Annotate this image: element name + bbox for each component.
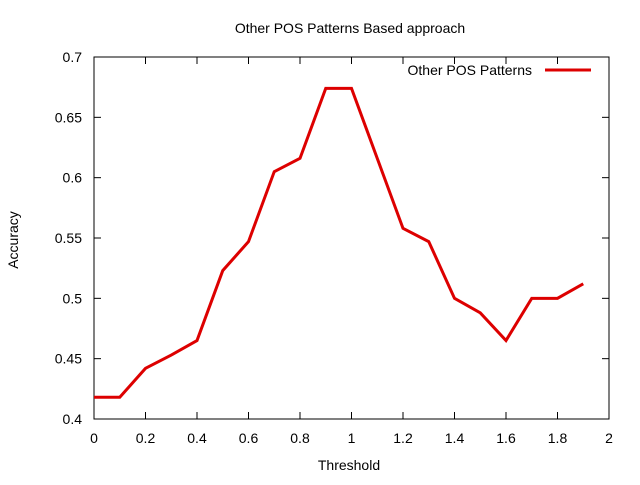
x-tick-label: 1.2 [393,430,413,446]
y-axis-label: Accuracy [5,211,21,269]
y-tick-label: 0.5 [63,290,83,306]
y-axis-ticks: 0.4 0.45 0.5 0.55 0.6 0.65 0.7 [55,49,609,427]
series-group [94,86,584,399]
series-line [94,86,584,399]
y-tick-label: 0.6 [63,170,83,186]
y-tick-label: 0.7 [63,49,83,65]
x-tick-label: 0 [90,430,98,446]
x-tick-label: 0.8 [290,430,310,446]
legend-label: Other POS Patterns [408,62,533,78]
x-axis-ticks: 0 0.2 0.4 0.6 0.8 1 1.2 1.4 1.6 1.8 2 [90,57,613,446]
plot-frame [93,56,610,420]
x-tick-label: 0.2 [136,430,156,446]
y-tick-label: 0.4 [63,411,83,427]
x-tick-label: 0.4 [187,430,207,446]
x-tick-label: 1 [348,430,356,446]
x-tick-label: 1.4 [445,430,465,446]
y-tick-label: 0.65 [55,109,82,125]
x-tick-label: 1.6 [496,430,516,446]
y-tick-label: 0.55 [55,230,82,246]
y-tick-label: 0.45 [55,351,82,367]
chart-title: Other POS Patterns Based approach [235,20,465,36]
x-axis-label: Threshold [318,457,380,473]
legend: Other POS Patterns [408,62,591,78]
x-tick-label: 1.8 [548,430,568,446]
x-tick-label: 0.6 [239,430,259,446]
x-tick-label: 2 [605,430,613,446]
